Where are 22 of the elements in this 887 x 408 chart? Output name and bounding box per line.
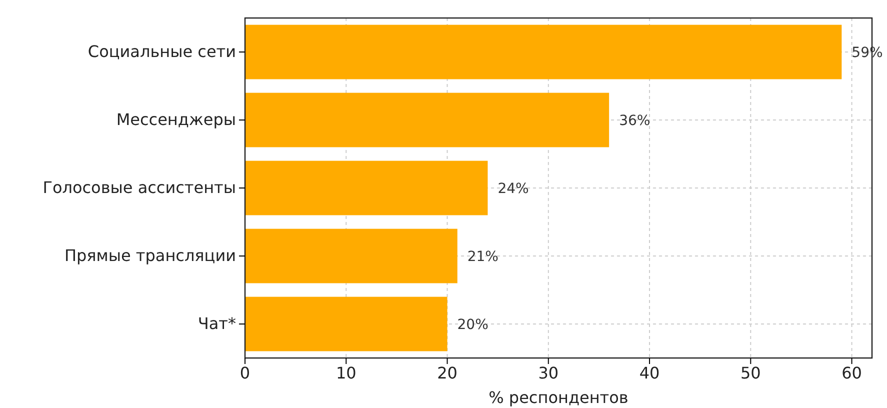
data-label: 36%	[619, 112, 650, 129]
y-tick-label: Голосовые ассистенты	[42, 178, 236, 198]
x-tick-label: 60	[842, 363, 862, 382]
x-axis-title: % респондентов	[488, 388, 628, 407]
bar	[245, 160, 488, 216]
data-label: 20%	[457, 316, 488, 333]
x-tick-label: 40	[639, 363, 660, 382]
x-tick-label: 50	[740, 363, 761, 382]
data-label: 24%	[498, 180, 529, 197]
y-tick-label: Прямые трансляции	[64, 246, 236, 266]
y-tick-label: Социальные сети	[88, 42, 236, 62]
x-tick-label: 30	[538, 363, 559, 382]
x-tick-label: 10	[336, 363, 356, 382]
data-label: 21%	[467, 248, 498, 265]
x-tick-label: 20	[437, 363, 458, 382]
x-tick-label: 0	[240, 363, 250, 382]
bar	[245, 92, 610, 148]
y-tick-label: Мессенджеры	[116, 110, 236, 130]
bar	[245, 296, 448, 352]
y-tick-label: Чат*	[198, 314, 236, 334]
bar	[245, 24, 842, 80]
bar	[245, 228, 458, 284]
